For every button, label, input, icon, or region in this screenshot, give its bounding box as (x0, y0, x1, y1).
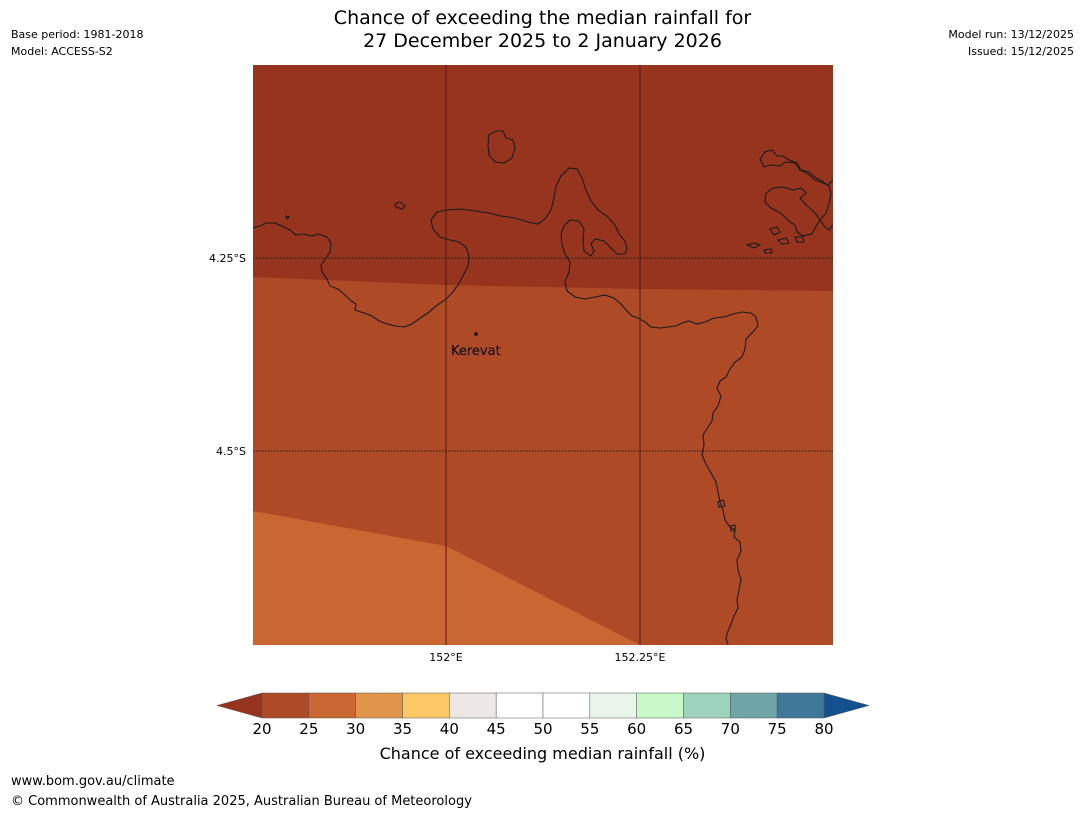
colorbar-segment-65-70 (683, 692, 731, 719)
colorbar-tick-label: 45 (487, 720, 506, 738)
colorbar-tick-label: 20 (252, 720, 271, 738)
colorbar-segment-70-75 (730, 692, 778, 719)
colorbar-segment-35-40 (402, 692, 450, 719)
colorbar-title: Chance of exceeding median rainfall (%) (379, 744, 706, 763)
colorbar-tick-label: 75 (768, 720, 787, 738)
colorbar-tick-label: 55 (580, 720, 599, 738)
coastline-islet-east-5 (763, 248, 773, 254)
title-line-1: Chance of exceeding the median rainfall … (333, 7, 752, 29)
colorbar-tick-label: 50 (533, 720, 552, 738)
footer-copyright: © Commonwealth of Australia 2025, Austra… (11, 794, 472, 809)
colorbar-tick-label: 30 (346, 720, 365, 738)
colorbar-segment-55-60 (589, 692, 637, 719)
lat-label-4-5s: 4.5°S (216, 445, 246, 458)
colorbar-segment-25-30 (308, 692, 356, 719)
coastline-islet-east-2 (745, 242, 762, 249)
colorbar-high-extend (823, 692, 870, 719)
coastline-islet-east-1 (769, 226, 781, 236)
colorbar-segment-40-45 (449, 692, 497, 719)
graticule (253, 65, 833, 645)
colorbar-segment-45-50 (495, 692, 544, 719)
coastline-main (253, 167, 759, 645)
coastline-duke-of-york (759, 149, 833, 237)
place-marker-label: Kerevat (451, 344, 501, 359)
colorbar-tick-label: 40 (440, 720, 459, 738)
colorbar-segment-20-25 (261, 692, 310, 719)
lon-label-152-25e: 152.25°E (615, 651, 666, 664)
colorbar-tick-label: 80 (814, 720, 833, 738)
model-run-text: Model run: 13/12/2025 (948, 28, 1074, 41)
colorbar-tick-labels: 20 25 30 35 40 45 50 55 60 65 70 75 80 (252, 720, 833, 738)
colorbar-segments (261, 692, 825, 719)
run-info: Model run: 13/12/2025 Issued: 15/12/2025 (948, 26, 1074, 60)
rainfall-band-30-35 (253, 511, 640, 645)
model-text: Model: ACCESS-S2 (11, 45, 113, 58)
colorbar-segment-60-65 (636, 692, 684, 719)
place-marker-dot[interactable] (474, 332, 478, 336)
coastline-islet-tiny (285, 215, 291, 221)
coastline-islet-east-4 (794, 236, 805, 243)
colorbar-tick-label: 60 (627, 720, 646, 738)
title-line-2: 27 December 2025 to 2 January 2026 (363, 30, 722, 52)
colorbar-tick-label: 35 (393, 720, 412, 738)
colorbar-tick-label: 25 (299, 720, 318, 738)
colorbar-segment-50-55 (542, 692, 591, 719)
colorbar-tick-label: 65 (674, 720, 693, 738)
lon-label-152e: 152°E (429, 651, 462, 664)
coastline-islet-east-6 (717, 499, 726, 508)
colorbar-low-extend (216, 692, 263, 719)
map-fill-area (253, 65, 833, 645)
coastline-islet-east-7 (729, 524, 736, 532)
colorbar-tick-label: 70 (721, 720, 740, 738)
base-info: Base period: 1981-2018 Model: ACCESS-S2 (11, 26, 143, 60)
coastline-islet-east-3 (776, 237, 790, 245)
coastline-islet-north (487, 130, 516, 164)
chart-title: Chance of exceeding the median rainfall … (0, 7, 1085, 53)
coastline (253, 130, 833, 645)
lat-label-4-25s: 4.25°S (209, 252, 246, 265)
colorbar: 20 25 30 35 40 45 50 55 60 65 70 75 80 (216, 692, 870, 738)
base-period-text: Base period: 1981-2018 (11, 28, 144, 41)
coastline-islet-west (394, 201, 406, 210)
colorbar-segment-75-80 (776, 692, 825, 719)
colorbar-segment-30-35 (355, 692, 403, 719)
footer-url-link[interactable]: www.bom.gov.au/climate (11, 774, 175, 789)
rainfall-band-20-25 (253, 65, 833, 291)
issued-text: Issued: 15/12/2025 (967, 45, 1074, 58)
